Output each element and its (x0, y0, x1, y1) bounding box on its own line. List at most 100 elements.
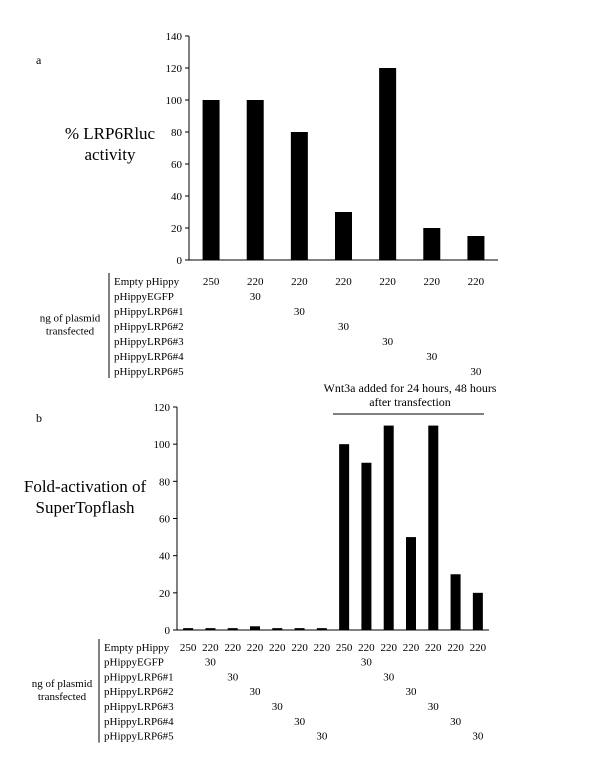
y-tick-label: 20 (159, 588, 171, 600)
y-tick-label: 40 (171, 191, 183, 203)
table-cell: 30 (472, 731, 484, 743)
y-tick-label: 0 (177, 255, 183, 267)
table-cell: 30 (227, 671, 239, 683)
bar (227, 628, 238, 630)
table-cell: 220 (247, 276, 264, 288)
bar (205, 628, 216, 630)
bar (272, 628, 283, 630)
table-cell: 220 (358, 642, 375, 654)
table-row-label: Empty pHippy (114, 276, 180, 288)
table-cell: 220 (425, 642, 442, 654)
table-cell: 30 (382, 336, 394, 348)
bar (250, 626, 260, 630)
table-row-label: Empty pHippy (104, 642, 170, 654)
table-group-label: transfected (38, 691, 87, 703)
bar (183, 628, 194, 630)
table-cell: 30 (383, 671, 395, 683)
table-cell: 30 (470, 366, 482, 378)
table-cell: 30 (272, 701, 284, 713)
table-group-label: ng of plasmid (40, 313, 101, 325)
table-cell: 30 (294, 716, 306, 728)
bar (450, 574, 461, 630)
table-cell: 220 (291, 642, 308, 654)
table-group-label: ng of plasmid (32, 678, 93, 690)
y-tick-label: 0 (165, 625, 171, 637)
y-tick-label: 100 (166, 95, 183, 107)
bar (361, 462, 372, 630)
bar (294, 628, 305, 630)
y-tick-label: 120 (166, 63, 183, 75)
panel-a-ylabel-line-1: % LRP6Rluc (65, 124, 156, 143)
table-row-label: pHippyLRP6#2 (114, 321, 184, 333)
bar (335, 212, 352, 260)
table-cell: 30 (361, 657, 373, 669)
y-tick-label: 20 (171, 223, 183, 235)
bar (383, 425, 394, 630)
table-row-label: pHippyLRP6#2 (104, 686, 174, 698)
table-row-label: pHippyLRP6#5 (104, 731, 174, 743)
panel-a-label: a (36, 53, 42, 67)
panel-b-ylabel-line-1: Fold-activation of (24, 477, 147, 496)
table-cell: 30 (450, 716, 462, 728)
panel-b-label: b (36, 411, 42, 425)
panel-b-ylabel-line-2: SuperTopflash (36, 498, 135, 517)
bar (406, 537, 416, 630)
table-cell: 30 (426, 351, 438, 363)
y-tick-label: 100 (154, 439, 171, 451)
table-row-label: pHippyLRP6#3 (104, 701, 174, 713)
table-row-label: pHippyEGFP (114, 291, 174, 303)
table-cell: 220 (269, 642, 286, 654)
table-cell: 220 (314, 642, 331, 654)
table-cell: 30 (250, 291, 262, 303)
panel-b-annotation-line-2: after transfection (369, 395, 451, 409)
panel-b-bars (183, 425, 483, 630)
bar (246, 100, 264, 260)
bar (339, 444, 350, 630)
y-tick-label: 80 (171, 127, 183, 139)
panel-b: b Wnt3a added for 24 hours, 48 hours aft… (24, 381, 497, 743)
table-cell: 250 (180, 642, 197, 654)
y-tick-label: 140 (166, 31, 183, 43)
bar (428, 425, 439, 630)
panel-a-ylabel-line-2: activity (85, 145, 136, 164)
table-cell: 30 (316, 731, 328, 743)
table-cell: 30 (406, 686, 418, 698)
table-cell: 220 (202, 642, 219, 654)
panel-a-y-axis: 0 20 40 60 80 100 120 140 (166, 31, 498, 267)
table-cell: 220 (291, 276, 308, 288)
table-cell: 220 (403, 642, 420, 654)
table-cell: 220 (380, 642, 397, 654)
panel-b-y-axis: 0 20 40 60 80 100 120 (154, 402, 489, 637)
table-cell: 220 (424, 276, 441, 288)
table-cell: 30 (428, 701, 440, 713)
table-cell: 220 (470, 642, 487, 654)
table-group-label: transfected (46, 326, 95, 338)
table-row-label: pHippyLRP6#5 (114, 366, 184, 378)
table-row-label: pHippyLRP6#4 (104, 716, 174, 728)
table-cell: 220 (224, 642, 241, 654)
table-cell: 220 (335, 276, 352, 288)
table-cell: 30 (338, 321, 350, 333)
table-cell: 220 (247, 642, 264, 654)
table-cell: 220 (468, 276, 485, 288)
bar (379, 68, 397, 260)
table-row-label: pHippyEGFP (104, 657, 164, 669)
panel-b-annotation-line-1: Wnt3a added for 24 hours, 48 hours (324, 381, 497, 395)
table-cell: 30 (250, 686, 262, 698)
y-tick-label: 60 (171, 159, 183, 171)
table-cell: 220 (447, 642, 464, 654)
bar (290, 132, 308, 260)
table-row-label: pHippyLRP6#4 (114, 351, 184, 363)
bar (202, 100, 220, 260)
panel-a-bars (202, 68, 485, 260)
panel-a: a % LRP6Rluc activity 0 20 40 60 80 100 120 140… (36, 31, 498, 378)
table-row-label: pHippyLRP6#1 (114, 306, 184, 318)
y-tick-label: 40 (159, 551, 171, 563)
table-row-label: pHippyLRP6#1 (104, 671, 174, 683)
y-tick-label: 120 (154, 402, 171, 414)
y-tick-label: 80 (159, 476, 171, 488)
bar (472, 592, 483, 630)
